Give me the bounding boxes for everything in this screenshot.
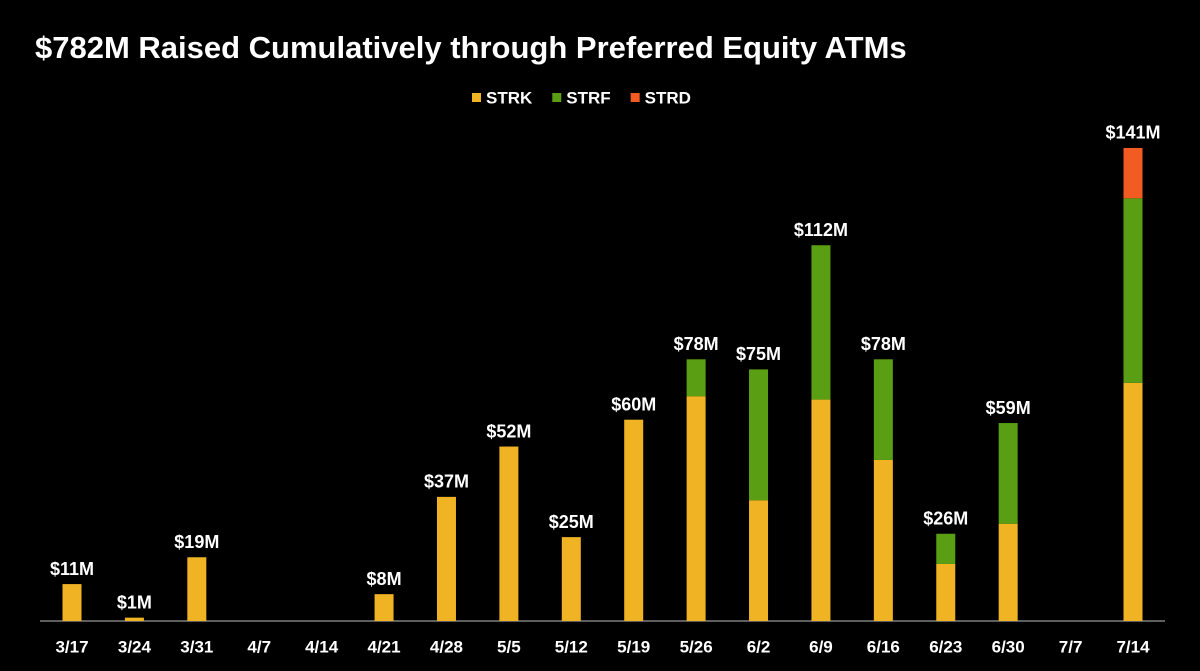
bar-segment: [561, 537, 581, 621]
x-tick-label: 6/16: [867, 637, 900, 656]
total-label: $78M: [861, 334, 906, 354]
x-tick-label: 3/31: [180, 637, 213, 656]
total-label: $112M: [794, 220, 848, 240]
bar-segment: [686, 396, 706, 621]
total-label: $75M: [736, 344, 781, 364]
legend-swatch: [552, 93, 562, 102]
bar-segment: [187, 557, 207, 621]
total-label: $11M: [50, 559, 94, 579]
bar-segment: [749, 500, 769, 621]
bar-segment: [936, 563, 956, 621]
total-label: $19M: [174, 532, 219, 552]
total-label: $8M: [367, 569, 402, 589]
x-tick-label: 3/17: [55, 637, 88, 656]
legend-label: STRK: [486, 88, 533, 107]
bar-segment: [1123, 198, 1143, 383]
bar-segment: [873, 459, 893, 621]
bar-segment: [873, 359, 893, 460]
legend-swatch: [472, 93, 481, 102]
total-label: $141M: [1105, 123, 1160, 143]
total-label: $37M: [424, 472, 469, 492]
chart-title: $782M Raised Cumulatively through Prefer…: [35, 30, 907, 65]
total-label: $26M: [923, 509, 968, 529]
bar-segment: [811, 245, 831, 400]
bar-segment: [499, 446, 519, 621]
x-tick-label: 5/5: [497, 637, 521, 656]
total-label: $78M: [674, 334, 719, 354]
x-tick-label: 4/21: [368, 637, 401, 656]
total-label: $52M: [486, 421, 531, 441]
total-label: $1M: [117, 592, 152, 612]
x-tick-label: 4/28: [430, 637, 463, 656]
bar-segment: [1123, 147, 1143, 199]
legend-swatch: [630, 93, 640, 102]
x-tick-label: 6/2: [747, 637, 771, 656]
x-tick-label: 6/30: [992, 637, 1025, 656]
x-tick-label: 6/9: [809, 637, 833, 656]
total-label: $25M: [549, 512, 594, 532]
bar-segment: [811, 399, 831, 621]
total-label: $59M: [986, 398, 1031, 418]
x-tick-label: 7/7: [1059, 637, 1083, 656]
x-tick-label: 7/14: [1116, 637, 1150, 656]
x-tick-label: 5/12: [555, 637, 588, 656]
bar-segment: [936, 533, 956, 564]
bar-segment: [1123, 382, 1143, 621]
x-tick-label: 4/14: [305, 637, 339, 656]
bar-segment: [62, 584, 82, 621]
bar-segment: [436, 496, 456, 621]
bar-segment: [998, 523, 1018, 621]
legend-label: STRF: [566, 88, 610, 107]
legend-label: STRD: [645, 88, 691, 107]
bar-segment: [749, 369, 769, 501]
total-label: $60M: [611, 394, 656, 414]
bar-segment: [998, 423, 1018, 524]
bar-segment: [374, 594, 394, 621]
x-tick-label: 4/7: [247, 637, 271, 656]
x-tick-label: 6/23: [929, 637, 962, 656]
bar-segment: [124, 617, 144, 621]
x-tick-label: 5/19: [617, 637, 650, 656]
bar-segment: [686, 359, 706, 397]
bar-segment: [624, 419, 644, 621]
x-tick-label: 5/26: [680, 637, 713, 656]
x-tick-label: 3/24: [118, 637, 152, 656]
